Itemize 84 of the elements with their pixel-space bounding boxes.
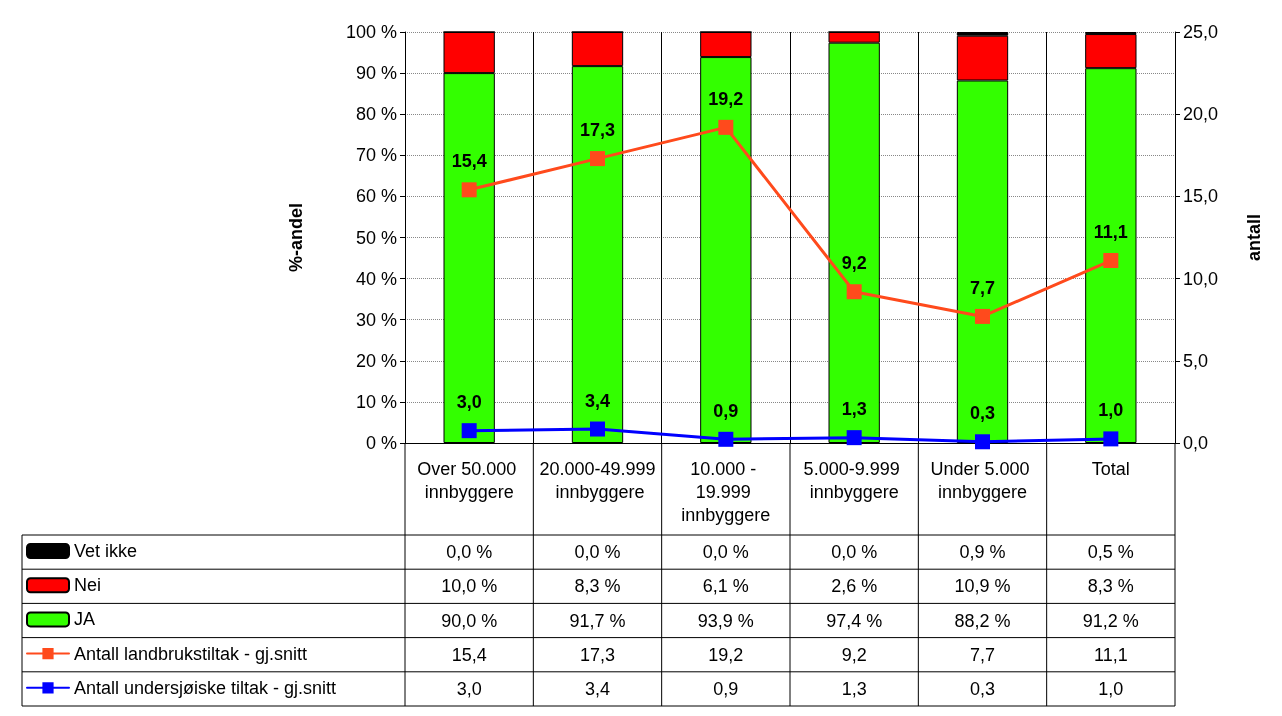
y-tick-label: 0 % xyxy=(365,433,397,453)
y-tick-label: 100 % xyxy=(345,22,397,42)
text: 11,1 xyxy=(1093,222,1128,243)
text: 3,0 xyxy=(456,392,482,413)
y-tick-label: 50 % xyxy=(355,227,397,248)
text: 9,2 xyxy=(841,253,867,274)
y2-tick-label: 10,0 xyxy=(1183,268,1219,289)
x-tick-label: Total xyxy=(1091,458,1130,479)
data-label: 9,2 xyxy=(841,644,867,665)
data-label: 10,0 % xyxy=(441,576,498,597)
point xyxy=(1103,253,1119,269)
data-label: 0,0 % xyxy=(574,542,621,563)
legend-label: Antall landbrukstiltak - gj.snitt xyxy=(74,643,308,664)
point xyxy=(1103,431,1119,447)
data-label: 1,3 xyxy=(841,678,867,699)
data-label: 3,0 xyxy=(456,678,482,699)
legend-label: Antall undersjøiske tiltak - gj.snitt xyxy=(74,677,337,698)
data-label: 1,0 xyxy=(1098,678,1124,699)
data-label: 11,1 xyxy=(1093,644,1128,665)
data-label: 15,4 xyxy=(451,644,487,665)
x-tick-label: Under 5.000 innbyggere xyxy=(930,458,1035,502)
data-label: 90,0 % xyxy=(441,610,498,631)
y-tick-label: 80 % xyxy=(355,104,397,125)
y2-tick-label: 0,0 xyxy=(1183,433,1209,453)
legend-label: Vet ikke xyxy=(74,541,138,561)
point xyxy=(846,284,862,300)
data-label: 7,7 xyxy=(969,644,996,665)
data-label: 91,2 % xyxy=(1082,610,1139,631)
point xyxy=(718,119,734,135)
text: 7,7 xyxy=(969,277,996,298)
data-label: 91,7 % xyxy=(569,610,626,631)
data-label: 19,2 xyxy=(708,644,744,665)
x-tick-label: 5.000-9.999 innbyggere xyxy=(803,458,905,502)
data-label: 0,0 % xyxy=(831,542,878,563)
x-tick-label: 10.000 - 19.999 innbyggere xyxy=(681,458,771,525)
data-label: 17,3 xyxy=(579,644,616,665)
point xyxy=(461,182,477,198)
data-label: 0,3 xyxy=(969,678,996,699)
data-label: 97,4 % xyxy=(826,610,883,631)
data-label: 2,6 % xyxy=(831,576,878,597)
text: 1,0 xyxy=(1098,400,1124,421)
data-label: 8,3 % xyxy=(1087,576,1134,597)
y-tick-label: 90 % xyxy=(355,63,397,84)
data-label: 0,5 % xyxy=(1087,542,1134,563)
text: 15,4 xyxy=(451,151,487,172)
y-axis-title: %-andel xyxy=(286,202,306,273)
y2-tick-label: 20,0 xyxy=(1183,104,1219,125)
point xyxy=(461,423,477,439)
y2-tick-label: 25,0 xyxy=(1183,22,1219,42)
x-tick-label: Over 50.000 innbyggere xyxy=(417,458,522,502)
point xyxy=(718,431,734,447)
text: 0,9 xyxy=(713,400,739,421)
text: 17,3 xyxy=(579,120,616,141)
y-tick-label: 30 % xyxy=(355,309,397,330)
point xyxy=(590,421,605,437)
data-label: 3,4 xyxy=(584,678,611,699)
y2-tick-label: 15,0 xyxy=(1183,186,1219,207)
x-tick-label: 20.000-49.999 innbyggere xyxy=(539,458,656,502)
legend-label: Nei xyxy=(74,575,102,596)
data-label: 0,9 xyxy=(713,678,739,699)
text: 1,3 xyxy=(841,399,867,420)
point xyxy=(975,434,990,450)
data-label: 0,0 % xyxy=(446,542,493,563)
point xyxy=(846,430,862,446)
data-label: 88,2 % xyxy=(954,610,1011,631)
text: 3,4 xyxy=(584,390,611,411)
y-tick-label: 20 % xyxy=(355,350,397,371)
text: 19,2 xyxy=(708,88,744,109)
y2-axis-title: antall xyxy=(1244,213,1264,262)
legend-label: JA xyxy=(74,609,96,630)
y2-tick-label: 5,0 xyxy=(1183,350,1209,371)
point xyxy=(975,308,990,324)
data-label: 10,9 % xyxy=(954,576,1011,597)
y-tick-label: 10 % xyxy=(355,391,397,412)
y-tick-label: 70 % xyxy=(355,145,397,166)
data-label: 0,0 % xyxy=(702,542,749,563)
text: 0,3 xyxy=(969,403,996,424)
data-label: 0,9 % xyxy=(959,542,1006,563)
data-label: 6,1 % xyxy=(702,576,749,597)
data-label: 8,3 % xyxy=(574,576,621,597)
y-tick-label: 40 % xyxy=(355,268,397,289)
data-label: 93,9 % xyxy=(697,610,754,631)
point xyxy=(590,151,605,167)
y-tick-label: 60 % xyxy=(355,186,397,207)
